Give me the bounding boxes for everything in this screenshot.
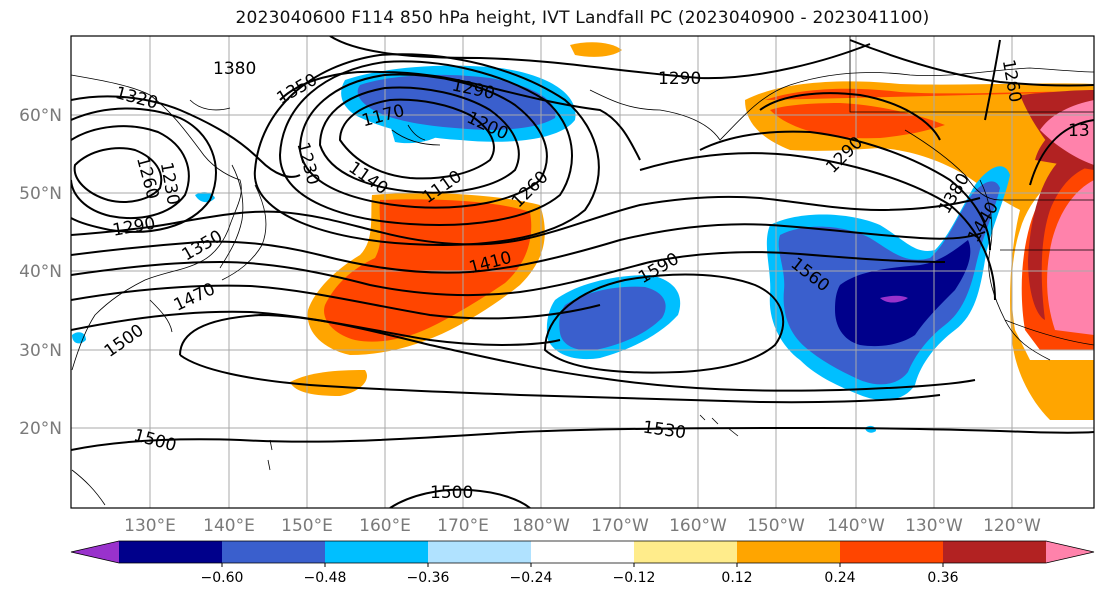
colorbar-swatch xyxy=(943,541,1047,563)
contour-label: 1290 xyxy=(658,69,701,89)
colorbar-swatch xyxy=(428,541,532,563)
coastlines xyxy=(71,36,1094,506)
lat-label-40n: 40°N xyxy=(19,262,62,282)
colorbar-tick-label: 0.36 xyxy=(927,570,958,586)
map-panel: 1380 1350 1290 1290 1320 1260 1230 1230 … xyxy=(71,36,1094,508)
map-frame xyxy=(70,35,1095,509)
colorbar xyxy=(70,540,1095,564)
colorbar-swatch xyxy=(325,541,429,563)
colorbar-tick-label: −0.12 xyxy=(613,570,656,586)
contour-label: 1500 xyxy=(430,483,473,503)
lon-label: 170°W xyxy=(591,516,649,536)
lon-label: 160°W xyxy=(669,516,727,536)
colorbar-swatch xyxy=(222,541,326,563)
lat-label-50n: 50°N xyxy=(19,184,62,204)
longitude-labels: 130°E 140°E 150°E 160°E 170°E 180°W 170°… xyxy=(124,516,1041,536)
contour-label: 1380 xyxy=(213,59,256,79)
lon-label: 140°W xyxy=(827,516,885,536)
colorbar-tick-label: 0.12 xyxy=(721,570,752,586)
lon-label: 150°E xyxy=(281,516,333,536)
colorbar-swatch xyxy=(531,541,635,563)
lon-label: 130°E xyxy=(124,516,176,536)
colorbar-swatch xyxy=(634,541,738,563)
lon-label: 150°W xyxy=(747,516,805,536)
colorbar-tick-label: −0.36 xyxy=(407,570,450,586)
lon-label: 160°E xyxy=(359,516,411,536)
lon-label: 170°E xyxy=(437,516,489,536)
colorbar-tick-labels: −0.60 −0.48 −0.36 −0.24 −0.12 0.12 0.24 0.36 xyxy=(201,563,959,586)
colorbar-swatch xyxy=(119,541,223,563)
lon-label: 180°W xyxy=(512,516,570,536)
lat-label-20n: 20°N xyxy=(19,419,62,439)
ivt-shading-negative xyxy=(72,65,1010,433)
latitude-labels: 60°N 50°N 40°N 30°N 20°N xyxy=(19,106,62,439)
colorbar-tick-label: 0.24 xyxy=(824,570,855,586)
colorbar-extend-low xyxy=(71,541,119,563)
colorbar-outline xyxy=(70,540,1095,564)
lon-label: 120°W xyxy=(983,516,1041,536)
height-contours xyxy=(71,36,1094,508)
colorbar-extend-high xyxy=(1046,541,1094,563)
lon-label: 140°E xyxy=(203,516,255,536)
colorbar-swatch xyxy=(840,541,944,563)
colorbar-tick-label: −0.48 xyxy=(304,570,347,586)
contour-label: 13 xyxy=(1068,121,1090,141)
lon-label: 130°W xyxy=(905,516,963,536)
map-title: 2023040600 F114 850 hPa height, IVT Land… xyxy=(235,8,930,28)
ivt-shading-positive xyxy=(290,42,1094,421)
colorbar-tick-label: −0.24 xyxy=(510,570,553,586)
lat-label-30n: 30°N xyxy=(19,341,62,361)
colorbar-tick-label: −0.60 xyxy=(201,570,244,586)
lat-label-60n: 60°N xyxy=(19,106,62,126)
colorbar-swatch xyxy=(737,541,841,563)
